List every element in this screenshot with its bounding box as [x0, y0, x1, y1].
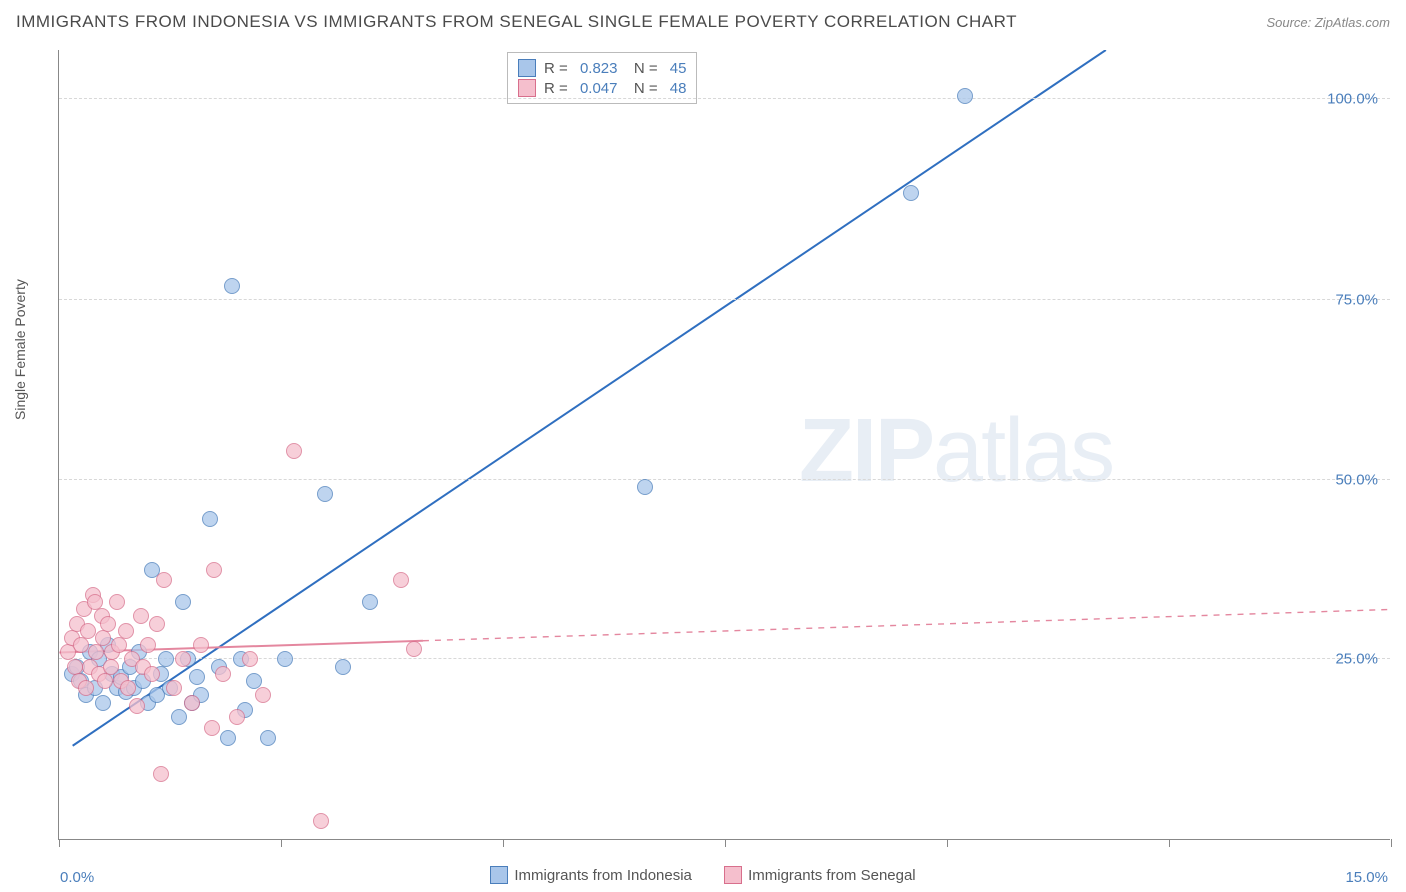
data-point — [149, 616, 165, 632]
watermark: ZIPatlas — [799, 400, 1113, 503]
data-point — [156, 572, 172, 588]
data-point — [286, 443, 302, 459]
data-point — [158, 651, 174, 667]
y-tick-label: 100.0% — [1327, 91, 1378, 108]
y-tick-label: 25.0% — [1335, 651, 1378, 668]
x-tick — [59, 839, 60, 847]
data-point — [111, 637, 127, 653]
stats-row-indonesia: R = 0.823 N = 45 — [518, 59, 686, 77]
stat-r-label: R = — [544, 80, 572, 97]
x-tick — [1169, 839, 1170, 847]
data-point — [120, 680, 136, 696]
x-tick — [725, 839, 726, 847]
y-axis-label: Single Female Poverty — [12, 279, 28, 420]
data-point — [220, 730, 236, 746]
gridline — [59, 479, 1390, 480]
data-point — [317, 486, 333, 502]
data-point — [242, 651, 258, 667]
data-point — [67, 659, 83, 675]
data-point — [393, 572, 409, 588]
legend-item-indonesia: Immigrants from Indonesia — [490, 866, 692, 884]
y-tick-label: 50.0% — [1335, 471, 1378, 488]
data-point — [175, 594, 191, 610]
trend-lines-layer — [59, 50, 1390, 839]
data-point — [171, 709, 187, 725]
data-point — [95, 695, 111, 711]
title-bar: IMMIGRANTS FROM INDONESIA VS IMMIGRANTS … — [16, 12, 1390, 32]
legend-label-indonesia: Immigrants from Indonesia — [514, 867, 692, 884]
y-tick-label: 75.0% — [1335, 292, 1378, 309]
data-point — [88, 644, 104, 660]
stat-n-label: N = — [625, 80, 661, 97]
data-point — [175, 651, 191, 667]
data-point — [637, 479, 653, 495]
stat-r-indonesia: 0.823 — [580, 60, 618, 77]
x-tick — [947, 839, 948, 847]
data-point — [246, 673, 262, 689]
data-point — [202, 511, 218, 527]
data-point — [80, 623, 96, 639]
x-tick — [503, 839, 504, 847]
data-point — [193, 637, 209, 653]
watermark-zip: ZIP — [799, 401, 933, 501]
bottom-legend: Immigrants from Indonesia Immigrants fro… — [0, 866, 1406, 888]
data-point — [184, 695, 200, 711]
data-point — [100, 616, 116, 632]
legend-label-senegal: Immigrants from Senegal — [748, 867, 916, 884]
data-point — [229, 709, 245, 725]
chart-title: IMMIGRANTS FROM INDONESIA VS IMMIGRANTS … — [16, 12, 1017, 32]
stat-n-indonesia: 45 — [670, 60, 687, 77]
data-point — [78, 680, 94, 696]
data-point — [153, 766, 169, 782]
data-point — [144, 666, 160, 682]
source-attribution: Source: ZipAtlas.com — [1266, 15, 1390, 30]
data-point — [166, 680, 182, 696]
data-point — [277, 651, 293, 667]
stats-box: R = 0.823 N = 45 R = 0.047 N = 48 — [507, 52, 697, 104]
data-point — [313, 813, 329, 829]
data-point — [362, 594, 378, 610]
data-point — [335, 659, 351, 675]
data-point — [224, 278, 240, 294]
data-point — [204, 720, 220, 736]
gridline — [59, 658, 1390, 659]
legend-item-senegal: Immigrants from Senegal — [724, 866, 916, 884]
data-point — [118, 623, 134, 639]
data-point — [260, 730, 276, 746]
data-point — [73, 637, 89, 653]
data-point — [133, 608, 149, 624]
swatch-indonesia — [518, 59, 536, 77]
gridline — [59, 299, 1390, 300]
data-point — [255, 687, 271, 703]
data-point — [97, 673, 113, 689]
source-name: ZipAtlas.com — [1315, 15, 1390, 30]
x-tick — [281, 839, 282, 847]
data-point — [109, 594, 125, 610]
legend-swatch-senegal — [724, 866, 742, 884]
data-point — [95, 630, 111, 646]
data-point — [103, 659, 119, 675]
data-point — [129, 698, 145, 714]
stats-row-senegal: R = 0.047 N = 48 — [518, 79, 686, 97]
stat-n-label: N = — [625, 60, 661, 77]
watermark-atlas: atlas — [933, 401, 1113, 501]
stat-r-label: R = — [544, 60, 572, 77]
data-point — [406, 641, 422, 657]
data-point — [189, 669, 205, 685]
data-point — [215, 666, 231, 682]
stat-r-senegal: 0.047 — [580, 80, 618, 97]
gridline — [59, 98, 1390, 99]
swatch-senegal — [518, 79, 536, 97]
plot-area: ZIPatlas R = 0.823 N = 45 R = 0.047 N = … — [58, 50, 1390, 840]
source-prefix: Source: — [1266, 15, 1314, 30]
data-point — [903, 185, 919, 201]
data-point — [140, 637, 156, 653]
data-point — [206, 562, 222, 578]
x-tick — [1391, 839, 1392, 847]
data-point — [957, 88, 973, 104]
legend-swatch-indonesia — [490, 866, 508, 884]
stat-n-senegal: 48 — [670, 80, 687, 97]
